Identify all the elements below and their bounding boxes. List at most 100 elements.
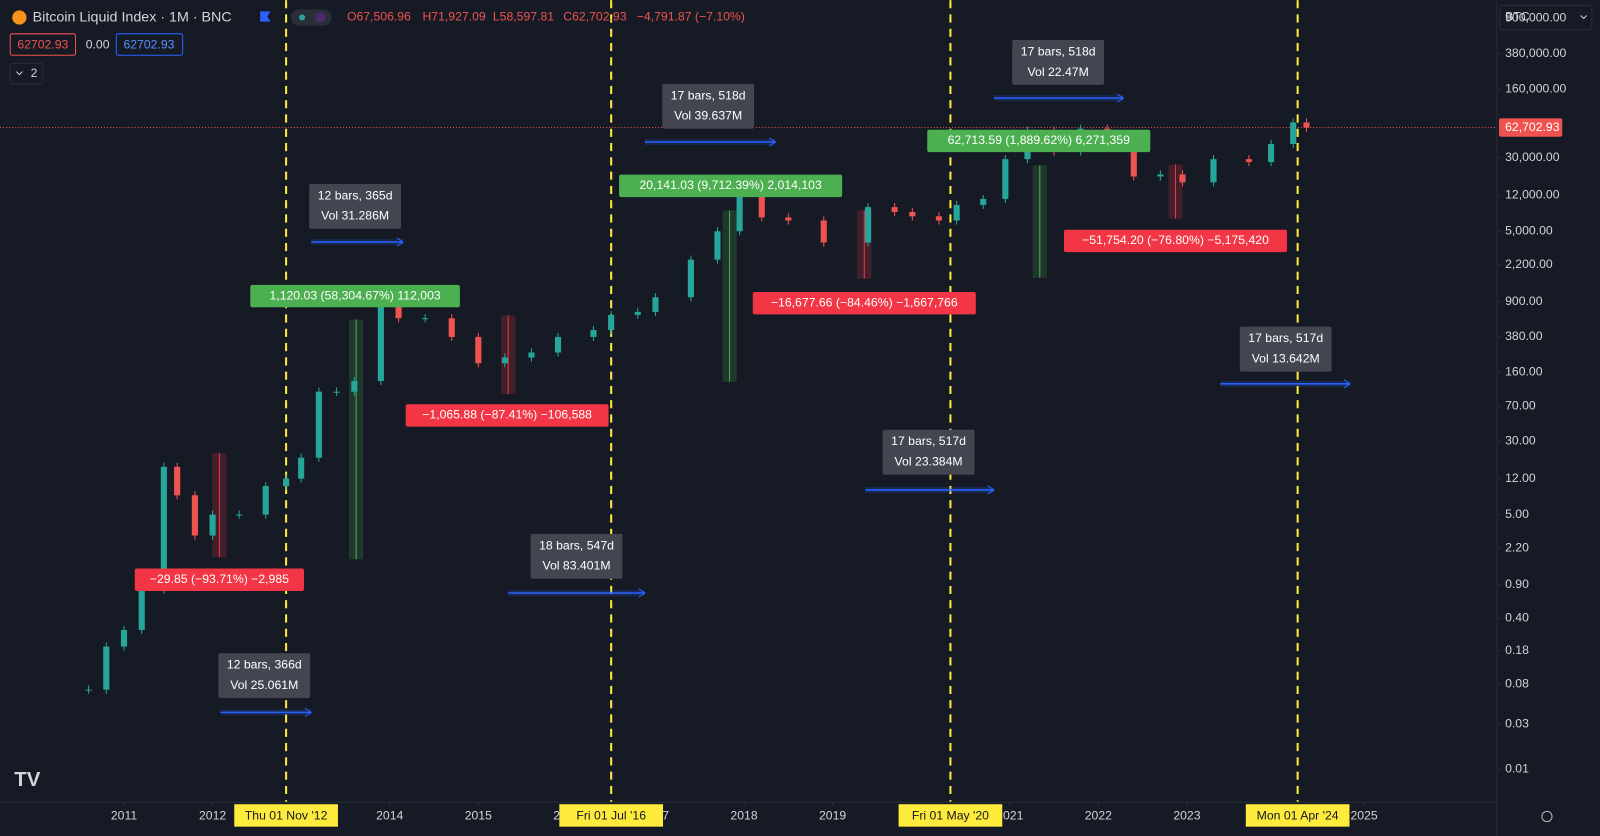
bid[interactable]: 62702.93	[17, 37, 68, 51]
measure-box	[218, 653, 311, 699]
range-label-bg	[405, 404, 609, 427]
arrow-head	[1117, 93, 1125, 103]
marker-label: Thu 01 Nov '12	[245, 809, 328, 823]
ask[interactable]: 62702.93	[123, 37, 174, 51]
measure-box	[882, 429, 975, 475]
last-price-label: 62,702.93	[1505, 120, 1560, 134]
x-tick-label: 2021	[996, 809, 1023, 823]
measure-box	[662, 83, 755, 129]
last-price-bg	[1498, 118, 1563, 137]
candle	[160, 466, 167, 590]
y-tick-label: 0.40	[1505, 610, 1529, 624]
ohlc-low: L58,597.81	[493, 10, 554, 24]
chevron	[1580, 15, 1588, 20]
candle	[283, 478, 290, 487]
measure-text: Vol 31.286M	[321, 209, 389, 223]
candle	[1157, 174, 1164, 177]
candle	[528, 352, 535, 358]
range-label: −1,065.88 (−87.41%) −106,588	[422, 408, 592, 422]
y-tick-label: 5,000.00	[1505, 223, 1553, 237]
ohlc-high: H71,927.09	[422, 10, 485, 24]
arrow-head	[396, 237, 404, 247]
arrow-head	[1343, 379, 1351, 389]
measure-text: Vol 39.637M	[674, 109, 742, 123]
ohlc-change: −4,791.87 (−7.10%)	[637, 10, 745, 24]
y-tick-label: 0.03	[1505, 717, 1529, 731]
candle	[1179, 174, 1186, 183]
candle	[758, 189, 765, 218]
candle	[608, 314, 615, 331]
measure-text: 17 bars, 518d	[1021, 44, 1096, 58]
measure-box	[530, 533, 623, 579]
range-label: 1,120.03 (58,304.67%) 112,003	[270, 288, 441, 302]
indicator-toggle[interactable]	[9, 62, 44, 85]
candle	[1303, 122, 1310, 128]
measure-text: 17 bars, 517d	[1248, 331, 1323, 345]
candle	[785, 217, 792, 221]
x-tick-label: 2023	[1173, 809, 1200, 823]
candle	[174, 466, 181, 496]
y-tick-label: 0.08	[1505, 676, 1529, 690]
marker-label-bg	[234, 804, 338, 827]
y-tick-label: 30,000.00	[1505, 150, 1560, 164]
candle	[298, 457, 305, 479]
marker-label-bg	[1245, 804, 1350, 827]
candle	[652, 297, 659, 312]
range-label-bg	[250, 284, 460, 308]
y-tick-label: 2,200.00	[1505, 257, 1553, 271]
y-tick-label: 5.00	[1505, 507, 1529, 521]
candle	[909, 211, 916, 217]
range-label-bg	[1063, 229, 1288, 253]
y-tick-label: 2.20	[1505, 540, 1529, 554]
candle	[138, 589, 145, 630]
range-label-bg	[752, 291, 976, 315]
marker-label: Fri 01 May '20	[912, 809, 989, 823]
y-tick-label: 0.90	[1505, 577, 1529, 591]
ask-box[interactable]	[115, 33, 184, 56]
range-label: −29.85 (−93.71%) −2,985	[150, 572, 289, 586]
y-tick-label: 900,000.00	[1505, 10, 1566, 24]
marker-label: Mon 01 Apr '24	[1257, 809, 1339, 823]
x-tick-label: 2011	[111, 809, 138, 823]
symbol-select[interactable]	[1499, 4, 1593, 31]
candle	[475, 336, 482, 364]
marker-label: Fri 01 Jul '16	[576, 809, 646, 823]
candle	[351, 380, 358, 392]
candle	[891, 207, 898, 212]
y-tick-label: 900.00	[1505, 294, 1543, 308]
measure-text: Vol 22.47M	[1028, 65, 1089, 79]
y-tick-label: 12.00	[1505, 471, 1536, 485]
ohlc-open: O67,506.96	[347, 10, 411, 24]
measure-box	[1239, 326, 1332, 372]
measure-text: 12 bars, 365d	[318, 188, 393, 202]
candle	[236, 514, 243, 516]
y-tick-label: 12,000.00	[1505, 188, 1560, 202]
candle	[191, 495, 198, 536]
candle	[501, 357, 508, 364]
measure-text: 17 bars, 517d	[891, 434, 966, 448]
candle	[820, 220, 827, 243]
candle	[953, 204, 960, 221]
measure-text: Vol 23.384M	[895, 455, 963, 469]
candle	[377, 297, 384, 381]
x-tick-label: 2018	[730, 809, 757, 823]
candle	[448, 318, 455, 337]
symbol-select-label[interactable]: BTC	[1505, 10, 1530, 24]
settings-icon[interactable]	[1541, 810, 1553, 823]
range-label: 62,713.59 (1,889.62%) 6,271,359	[948, 133, 1130, 147]
candle	[935, 216, 942, 221]
candle	[1245, 159, 1252, 163]
candle	[1210, 159, 1217, 183]
bid-box[interactable]	[9, 33, 77, 56]
candle	[980, 198, 987, 205]
y-tick-label: 0.18	[1505, 643, 1529, 657]
x-tick-label: 2025	[1350, 809, 1377, 823]
range-label-bg	[134, 568, 304, 591]
logo: TV	[14, 769, 40, 791]
status-dot	[315, 12, 326, 23]
x-tick-label: 2022	[1085, 809, 1112, 823]
indicator-count[interactable]: 2	[31, 66, 38, 80]
candle	[687, 259, 694, 298]
measure-text: 17 bars, 518d	[671, 88, 746, 102]
chevron	[15, 71, 23, 76]
